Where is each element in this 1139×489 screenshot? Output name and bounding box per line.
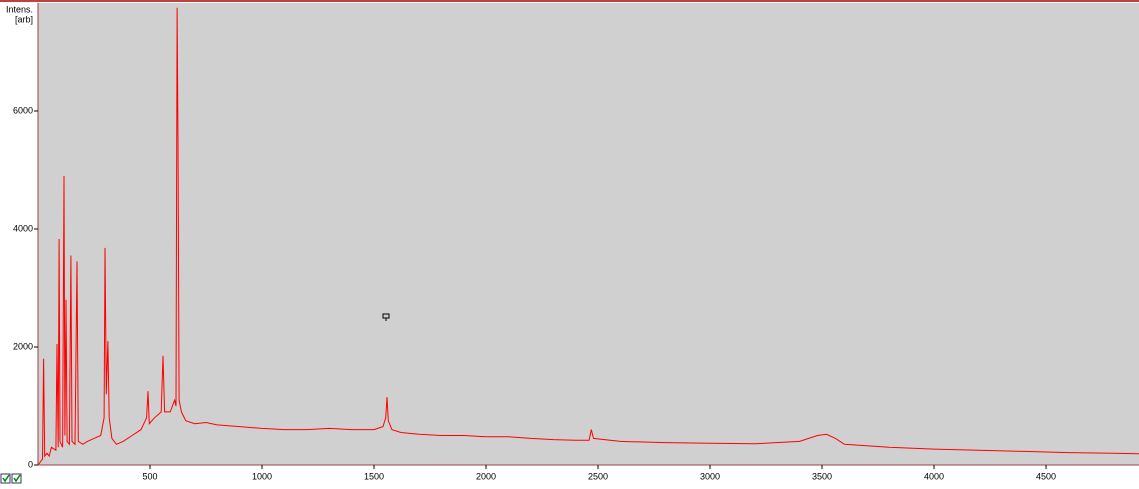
x-tick-label: 1500 bbox=[364, 471, 384, 481]
checkbox[interactable] bbox=[11, 473, 22, 484]
x-tick-label: 2500 bbox=[588, 471, 608, 481]
y-axis-unit: [arb] bbox=[15, 14, 33, 24]
checkbox[interactable] bbox=[0, 473, 11, 484]
x-tick-label: 3500 bbox=[812, 471, 832, 481]
checkboxes[interactable] bbox=[0, 473, 22, 484]
spectrum-line bbox=[37, 7, 1139, 466]
x-tick-label: 500 bbox=[142, 471, 157, 481]
cursor bbox=[382, 313, 390, 321]
plot-area bbox=[38, 3, 1139, 465]
y-tick-label: 0 bbox=[28, 459, 33, 469]
y-axis-label: Intens. bbox=[6, 4, 33, 14]
x-tick-label: 4500 bbox=[1036, 471, 1056, 481]
x-tick-label: 3000 bbox=[700, 471, 720, 481]
check-mark bbox=[13, 474, 21, 483]
x-tick-label: 1000 bbox=[252, 471, 272, 481]
y-tick-label: 4000 bbox=[13, 223, 33, 233]
y-tick-label: 2000 bbox=[13, 341, 33, 351]
y-tick-label: 6000 bbox=[13, 105, 33, 115]
x-tick-label: 4000 bbox=[924, 471, 944, 481]
x-tick-label: 2000 bbox=[476, 471, 496, 481]
check-mark bbox=[2, 474, 10, 483]
